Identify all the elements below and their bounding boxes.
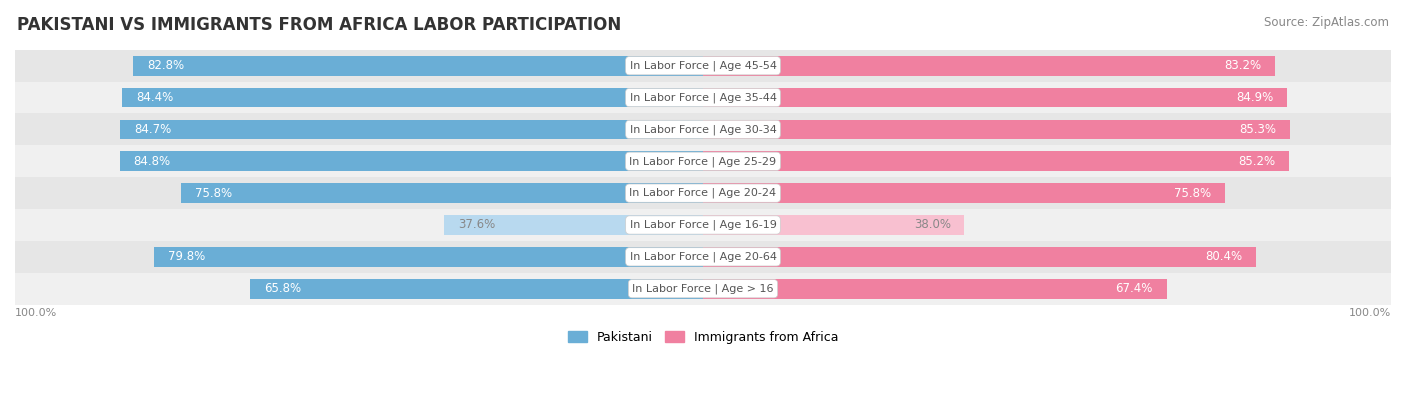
Bar	[444, 215, 703, 235]
Bar	[703, 120, 1289, 139]
Text: 37.6%: 37.6%	[458, 218, 495, 231]
Bar	[703, 279, 1167, 299]
Text: 84.8%: 84.8%	[134, 155, 170, 168]
Text: In Labor Force | Age 20-24: In Labor Force | Age 20-24	[630, 188, 776, 198]
Bar	[15, 82, 1391, 113]
Bar	[15, 209, 1391, 241]
Bar	[122, 88, 703, 107]
Text: 84.4%: 84.4%	[136, 91, 173, 104]
Bar	[120, 151, 703, 171]
Bar	[703, 56, 1275, 75]
Bar	[703, 183, 1225, 203]
Text: PAKISTANI VS IMMIGRANTS FROM AFRICA LABOR PARTICIPATION: PAKISTANI VS IMMIGRANTS FROM AFRICA LABO…	[17, 16, 621, 34]
Text: 65.8%: 65.8%	[264, 282, 301, 295]
Bar	[134, 56, 703, 75]
Bar	[15, 50, 1391, 82]
Bar	[703, 88, 1286, 107]
Text: 85.2%: 85.2%	[1239, 155, 1275, 168]
Text: In Labor Force | Age 16-19: In Labor Force | Age 16-19	[630, 220, 776, 230]
Text: 75.8%: 75.8%	[1174, 186, 1211, 199]
Legend: Pakistani, Immigrants from Africa: Pakistani, Immigrants from Africa	[562, 325, 844, 348]
Text: In Labor Force | Age 45-54: In Labor Force | Age 45-54	[630, 60, 776, 71]
Bar	[250, 279, 703, 299]
Bar	[15, 241, 1391, 273]
Text: 84.7%: 84.7%	[134, 123, 172, 136]
Text: 100.0%: 100.0%	[1348, 308, 1391, 318]
Bar	[15, 273, 1391, 305]
Text: 82.8%: 82.8%	[148, 59, 184, 72]
Bar	[703, 151, 1289, 171]
Text: In Labor Force | Age 35-44: In Labor Force | Age 35-44	[630, 92, 776, 103]
Text: 84.9%: 84.9%	[1236, 91, 1274, 104]
Text: In Labor Force | Age 20-64: In Labor Force | Age 20-64	[630, 252, 776, 262]
Text: 80.4%: 80.4%	[1205, 250, 1243, 263]
Text: In Labor Force | Age > 16: In Labor Force | Age > 16	[633, 284, 773, 294]
Text: In Labor Force | Age 30-34: In Labor Force | Age 30-34	[630, 124, 776, 135]
Text: 83.2%: 83.2%	[1225, 59, 1261, 72]
Bar	[703, 215, 965, 235]
Bar	[181, 183, 703, 203]
Bar	[15, 177, 1391, 209]
Bar	[15, 113, 1391, 145]
Text: In Labor Force | Age 25-29: In Labor Force | Age 25-29	[630, 156, 776, 167]
Text: 75.8%: 75.8%	[195, 186, 232, 199]
Text: 38.0%: 38.0%	[914, 218, 950, 231]
Bar	[121, 120, 703, 139]
Bar	[703, 247, 1256, 267]
Text: 79.8%: 79.8%	[167, 250, 205, 263]
Bar	[155, 247, 703, 267]
Text: Source: ZipAtlas.com: Source: ZipAtlas.com	[1264, 16, 1389, 29]
Text: 100.0%: 100.0%	[15, 308, 58, 318]
Text: 85.3%: 85.3%	[1239, 123, 1277, 136]
Text: 67.4%: 67.4%	[1115, 282, 1153, 295]
Bar	[15, 145, 1391, 177]
